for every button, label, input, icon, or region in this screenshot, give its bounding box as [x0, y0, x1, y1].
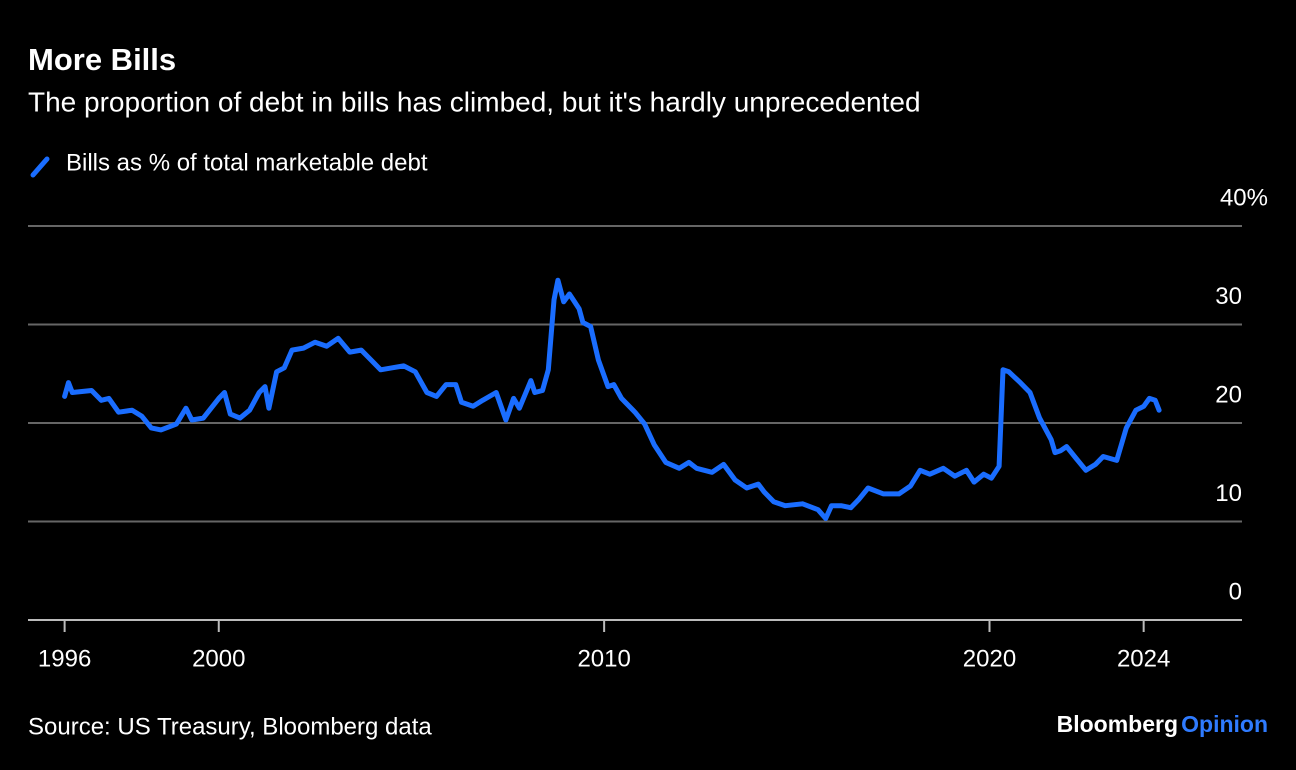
y-tick-label: 20: [1215, 381, 1242, 408]
source: Source: US Treasury, Bloomberg data: [28, 713, 432, 740]
brand: Bloomberg: [1057, 711, 1178, 737]
x-tick-label: 2020: [963, 645, 1016, 672]
data-line: [62, 277, 1162, 521]
x-tick-label: 1996: [38, 645, 91, 672]
x-tick-label: 2024: [1117, 645, 1170, 672]
x-tick-label: 2000: [192, 645, 245, 672]
brand-suffix: Opinion: [1181, 711, 1268, 737]
y-tick-label: 10: [1215, 480, 1242, 507]
legend-swatch: [30, 156, 50, 178]
y-tick-label: 30: [1215, 283, 1242, 310]
chart-subtitle: The proportion of debt in bills has clim…: [28, 86, 921, 117]
x-tick-label: 2010: [577, 645, 630, 672]
y-tick-label: 40%: [1220, 184, 1268, 211]
legend-label: Bills as % of total marketable debt: [66, 149, 428, 176]
y-tick-label: 0: [1229, 578, 1242, 605]
chart-title: More Bills: [28, 42, 176, 77]
